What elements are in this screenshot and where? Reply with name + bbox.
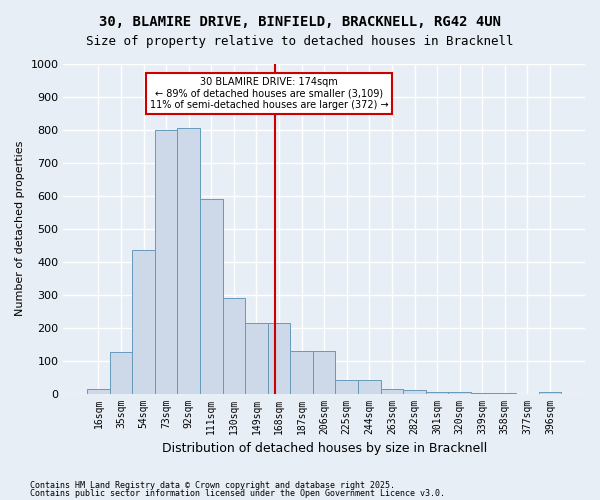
Bar [448, 392, 471, 394]
Bar [494, 393, 516, 394]
Bar [380, 388, 403, 394]
Text: 30 BLAMIRE DRIVE: 174sqm
← 89% of detached houses are smaller (3,109)
11% of sem: 30 BLAMIRE DRIVE: 174sqm ← 89% of detach… [149, 77, 388, 110]
Bar [358, 380, 380, 394]
Text: Contains public sector information licensed under the Open Government Licence v3: Contains public sector information licen… [30, 488, 445, 498]
Bar [132, 250, 155, 394]
Text: Size of property relative to detached houses in Bracknell: Size of property relative to detached ho… [86, 35, 514, 48]
Bar [290, 350, 313, 394]
Bar [110, 352, 132, 394]
Bar [200, 199, 223, 394]
Text: Contains HM Land Registry data © Crown copyright and database right 2025.: Contains HM Land Registry data © Crown c… [30, 481, 395, 490]
Bar [245, 322, 268, 394]
Bar [335, 380, 358, 394]
Y-axis label: Number of detached properties: Number of detached properties [15, 141, 25, 316]
Bar [539, 392, 561, 394]
Bar [471, 393, 494, 394]
X-axis label: Distribution of detached houses by size in Bracknell: Distribution of detached houses by size … [161, 442, 487, 455]
Bar [403, 390, 426, 394]
Text: 30, BLAMIRE DRIVE, BINFIELD, BRACKNELL, RG42 4UN: 30, BLAMIRE DRIVE, BINFIELD, BRACKNELL, … [99, 15, 501, 29]
Bar [223, 298, 245, 394]
Bar [313, 350, 335, 394]
Bar [426, 392, 448, 394]
Bar [87, 388, 110, 394]
Bar [155, 130, 178, 394]
Bar [178, 128, 200, 394]
Bar [268, 322, 290, 394]
